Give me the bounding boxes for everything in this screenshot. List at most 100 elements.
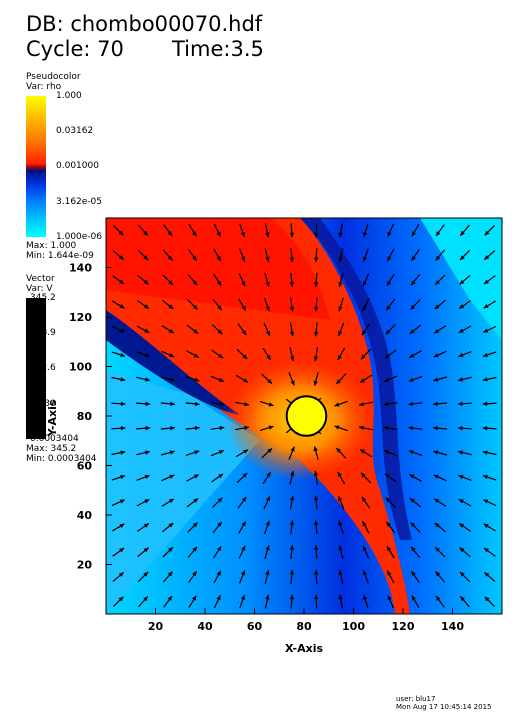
vector-arrowhead	[338, 281, 343, 287]
vector-arrowhead	[265, 257, 270, 262]
vector-arrowhead	[334, 425, 340, 430]
pseudocolor-colorbar	[26, 96, 46, 237]
vector-arrowhead	[241, 570, 246, 576]
vector-arrowhead	[169, 377, 175, 382]
vector-arrowhead	[119, 499, 125, 504]
vector-min: Min: 0.0003404	[26, 454, 97, 464]
vector-arrowhead	[243, 449, 249, 454]
vector-arrowhead	[192, 255, 197, 261]
vector-arrowhead	[192, 546, 198, 552]
vector-arrowhead	[457, 401, 463, 407]
vector-arrowhead	[458, 328, 464, 333]
vector-arrowhead	[244, 401, 249, 407]
vector-arrowhead	[145, 425, 151, 431]
vector-legend-var: Var: V	[26, 284, 53, 294]
vector-arrowhead	[411, 595, 417, 601]
vector-arrowhead	[268, 402, 274, 407]
vector-arrowhead	[193, 474, 199, 479]
vector-arrowhead	[168, 522, 174, 528]
vector-arrowhead	[194, 377, 200, 382]
vector-arrowhead	[119, 279, 125, 284]
vector-arrowhead	[434, 498, 440, 504]
vector-arrowhead	[411, 231, 417, 237]
vector-tick-3: 86.30	[30, 399, 56, 409]
vector-arrowhead	[362, 570, 368, 576]
sink-circle	[285, 395, 328, 437]
vector-arrowhead	[482, 377, 488, 382]
vector-arrowhead	[167, 231, 173, 236]
vector-arrowhead	[265, 330, 270, 336]
vector-arrowhead	[362, 521, 367, 527]
time-label: Time:3.5	[172, 37, 264, 61]
vector-arrowhead	[119, 328, 125, 333]
vector-arrowhead	[290, 471, 295, 476]
vector-arrowhead	[338, 570, 343, 575]
vector-arrowhead	[387, 256, 392, 262]
vector-arrowhead	[338, 496, 343, 502]
vector-arrowhead	[435, 571, 441, 577]
vector-arrowhead	[145, 401, 151, 407]
vector-arrowhead	[265, 496, 270, 502]
vector-arrowhead	[313, 520, 319, 526]
vector-arrowhead	[144, 328, 150, 333]
pseudocolor-tick-0: 1.000	[56, 91, 82, 101]
pseudocolor-tick-2: 0.001000	[56, 161, 99, 171]
vector-arrowhead	[458, 499, 464, 504]
vector-arrowhead	[410, 304, 416, 310]
vector-arrowhead	[143, 255, 149, 261]
vector-arrowhead	[362, 256, 368, 262]
vector-arrowhead	[118, 230, 124, 236]
vector-arrowhead	[143, 279, 149, 285]
vector-arrowhead	[241, 281, 246, 287]
vector-arrowhead	[192, 231, 197, 237]
vector-arrowhead	[265, 232, 270, 238]
vector-arrowhead	[411, 571, 416, 577]
vector-arrowhead	[484, 279, 489, 285]
vector-arrowhead	[338, 306, 343, 312]
vector-arrowhead	[193, 329, 199, 334]
vector-arrowhead	[289, 282, 295, 287]
vector-arrowhead	[218, 377, 224, 382]
vector-arrowhead	[144, 352, 150, 358]
vector-arrowhead	[482, 401, 488, 406]
database-title: DB: chombo00070.hdf	[26, 12, 263, 36]
vector-arrowhead	[313, 446, 318, 452]
pseudocolor-min: Min: 1.644e-09	[26, 251, 94, 261]
vector-arrowhead	[313, 495, 319, 501]
vector-arrowhead	[482, 450, 488, 455]
x-tick-label: 40	[197, 620, 213, 633]
vector-arrowhead	[265, 570, 270, 575]
x-axis-ticks: 20 40 60 80 100 120 140	[148, 608, 464, 633]
y-tick-label: 120	[69, 311, 92, 324]
vector-arrowhead	[143, 523, 149, 528]
vector-arrowhead	[338, 330, 343, 336]
vector-arrowhead	[359, 425, 364, 431]
vector-arrowhead	[217, 497, 223, 503]
vector-arrowhead	[218, 450, 224, 455]
vector-arrowhead	[483, 523, 489, 528]
vector-arrowhead	[363, 232, 368, 238]
vector-arrowhead	[457, 425, 463, 431]
vector-arrowhead	[408, 425, 414, 431]
vector-arrowhead	[334, 402, 340, 407]
vector-arrowhead	[145, 377, 150, 382]
vector-arrowhead	[459, 523, 465, 528]
vector-arrowhead	[361, 472, 366, 478]
footer-user: user: blu17	[396, 695, 436, 703]
vector-tick-2: 172.6	[30, 363, 56, 373]
vector-arrowhead	[240, 595, 246, 600]
vector-arrowhead	[338, 232, 343, 238]
sink-marker	[285, 395, 328, 437]
vector-arrowhead	[120, 401, 126, 406]
vector-arrowhead	[265, 281, 270, 287]
vector-arrowhead	[459, 547, 465, 553]
vector-arrowhead	[384, 473, 390, 479]
vector-arrowhead	[314, 569, 319, 575]
vector-arrowhead	[435, 547, 440, 552]
vector-arrowhead	[458, 377, 463, 382]
vector-arrowhead	[167, 571, 173, 577]
vector-arrowhead	[411, 546, 416, 552]
vector-arrowhead	[384, 450, 390, 455]
vector-arrowhead	[167, 596, 173, 601]
vector-arrowhead	[289, 232, 295, 238]
